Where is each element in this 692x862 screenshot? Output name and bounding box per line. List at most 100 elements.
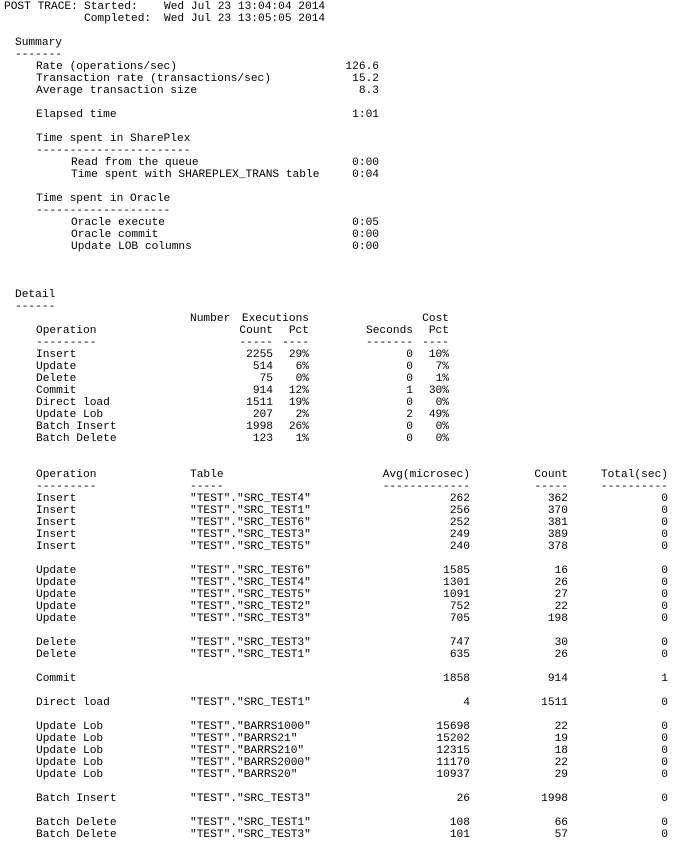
ops-cell-seconds: 0	[406, 433, 413, 445]
stats-cell-table: "TEST"."BARRS2000"	[190, 757, 311, 769]
stats-cell-total: 0	[661, 745, 668, 757]
stats-cell-count: 26	[554, 577, 568, 589]
stats-cell-count: 22	[554, 757, 568, 769]
stats-cell-operation: Update	[36, 601, 77, 613]
stats-cell-table: "TEST"."BARRS20"	[190, 769, 298, 781]
ops-cell-cost_pct: 30%	[428, 385, 449, 397]
stats-cell-total: 0	[661, 757, 668, 769]
stats-cell-avg: 240	[449, 541, 470, 553]
stats-cell-table: "TEST"."SRC_TEST3"	[190, 793, 311, 805]
stats-cell-total: 0	[661, 721, 668, 733]
stats-cell-operation: Direct load	[36, 697, 110, 709]
ops-cell-seconds: 0	[406, 361, 413, 373]
stats-cell-total: 0	[661, 541, 668, 553]
oracle-item-label: Oracle execute	[71, 217, 165, 229]
stats-header-avg: Avg(microsec)	[382, 469, 470, 481]
stats-cell-count: 27	[554, 589, 568, 601]
ops-cell-pct: 12%	[288, 385, 309, 397]
stats-cell-total: 0	[661, 769, 668, 781]
stats-cell-count: 22	[554, 721, 568, 733]
ops-cell-operation: Insert	[36, 349, 77, 361]
shareplex-item-label: Time spent with SHAREPLEX_TRANS table	[71, 169, 320, 181]
started-label: Started:	[84, 1, 138, 13]
oracle-underline: --------------------	[36, 205, 171, 217]
stats-cell-count: 18	[554, 745, 568, 757]
col-dashes-cost_pct: ----	[422, 337, 449, 349]
stats-dashes-avg: -------------	[382, 481, 470, 493]
stats-cell-operation: Update	[36, 565, 77, 577]
stats-cell-count: 66	[554, 817, 568, 829]
stats-dashes-total: ----------	[600, 481, 668, 493]
col-header-number: Number	[190, 313, 231, 325]
stats-cell-count: 389	[547, 529, 568, 541]
stats-cell-operation: Update Lob	[36, 769, 104, 781]
ops-cell-pct: 6%	[295, 361, 309, 373]
stats-cell-operation: Update Lob	[36, 757, 104, 769]
ops-cell-cost_pct: 1%	[435, 373, 449, 385]
stats-cell-avg: 705	[449, 613, 470, 625]
metric-value: 15.2	[352, 73, 379, 85]
stats-cell-operation: Insert	[36, 505, 77, 517]
ops-cell-count: 2255	[246, 349, 273, 361]
col-header-cost: Cost	[422, 313, 449, 325]
ops-cell-pct: 2%	[295, 409, 309, 421]
col-dashes-operation: ---------	[36, 337, 97, 349]
stats-cell-table: "TEST"."SRC_TEST1"	[190, 817, 311, 829]
stats-cell-operation: Delete	[36, 649, 77, 661]
stats-cell-table: "TEST"."SRC_TEST5"	[190, 541, 311, 553]
stats-cell-operation: Insert	[36, 493, 77, 505]
oracle-item-label: Update LOB columns	[71, 241, 192, 253]
stats-cell-avg: 262	[449, 493, 470, 505]
ops-cell-cost_pct: 10%	[428, 349, 449, 361]
shareplex-heading: Time spent in SharePlex	[36, 133, 191, 145]
stats-cell-count: 914	[547, 673, 568, 685]
stats-cell-table: "TEST"."SRC_TEST6"	[190, 517, 311, 529]
stats-cell-avg: 635	[449, 649, 470, 661]
col-header-count: Count	[239, 325, 273, 337]
stats-cell-total: 0	[661, 697, 668, 709]
oracle-item-value: 0:00	[352, 241, 379, 253]
ops-cell-pct: 19%	[288, 397, 309, 409]
stats-cell-count: 1511	[541, 697, 568, 709]
stats-header-table: Table	[190, 469, 224, 481]
shareplex-item-value: 0:00	[352, 157, 379, 169]
stats-cell-total: 0	[661, 793, 668, 805]
ops-cell-operation: Batch Delete	[36, 433, 117, 445]
ops-cell-cost_pct: 0%	[435, 397, 449, 409]
ops-cell-count: 914	[252, 385, 273, 397]
stats-cell-table: "TEST"."BARRS210"	[190, 745, 305, 757]
stats-cell-count: 370	[547, 505, 568, 517]
stats-cell-count: 1998	[541, 793, 568, 805]
summary-underline: -------	[15, 49, 62, 61]
stats-cell-count: 381	[547, 517, 568, 529]
stats-cell-operation: Batch Delete	[36, 817, 117, 829]
stats-cell-count: 22	[554, 601, 568, 613]
stats-cell-total: 0	[661, 637, 668, 649]
stats-header-count: Count	[534, 469, 568, 481]
stats-cell-count: 57	[554, 829, 568, 841]
stats-cell-total: 0	[661, 493, 668, 505]
stats-cell-avg: 26	[456, 793, 470, 805]
stats-cell-total: 0	[661, 589, 668, 601]
stats-cell-table: "TEST"."BARRS1000"	[190, 721, 311, 733]
stats-cell-count: 362	[547, 493, 568, 505]
col-header-cost_pct: Pct	[428, 325, 449, 337]
stats-cell-avg: 101	[449, 829, 470, 841]
stats-cell-avg: 11170	[436, 757, 470, 769]
completed-value: Wed Jul 23 13:05:05 2014	[164, 13, 326, 25]
stats-cell-operation: Update	[36, 613, 77, 625]
col-header-seconds: Seconds	[366, 325, 413, 337]
stats-cell-avg: 252	[449, 517, 470, 529]
stats-dashes-operation: ---------	[36, 481, 97, 493]
oracle-item-value: 0:05	[352, 217, 379, 229]
stats-cell-avg: 1301	[443, 577, 470, 589]
elapsed-label: Elapsed time	[36, 109, 117, 121]
stats-cell-count: 16	[554, 565, 568, 577]
stats-cell-operation: Batch Insert	[36, 793, 117, 805]
started-value: Wed Jul 23 13:04:04 2014	[164, 1, 326, 13]
stats-cell-avg: 752	[449, 601, 470, 613]
col-dashes-count: -----	[239, 337, 273, 349]
shareplex-item-value: 0:04	[352, 169, 379, 181]
stats-cell-avg: 1858	[443, 673, 470, 685]
stats-cell-table: "TEST"."SRC_TEST2"	[190, 601, 311, 613]
